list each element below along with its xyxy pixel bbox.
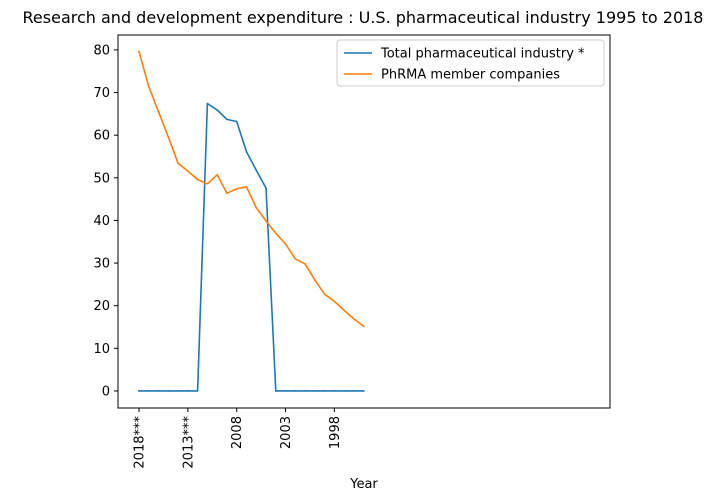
y-tick-label: 70 [93,86,110,101]
data-point [333,300,336,303]
data-point [216,109,218,111]
y-tick-label: 60 [93,129,110,144]
data-point [148,85,150,88]
data-point [265,187,267,189]
data-point [304,263,306,265]
data-point [148,390,150,392]
data-point [187,170,189,172]
data-point [343,390,346,392]
data-point [294,258,297,260]
series-2 [138,50,365,328]
data-point [275,232,277,234]
data-point [304,390,306,392]
data-point [167,136,170,138]
data-point [138,50,140,53]
data-point [157,110,160,113]
data-point [206,102,209,105]
data-point [226,192,228,194]
data-point [255,206,257,209]
y-tick-label: 40 [93,214,110,229]
series-line [138,102,365,392]
data-point [284,243,287,245]
x-tick-label: 1998 [328,416,343,449]
data-point [226,118,228,121]
data-point [245,186,248,188]
data-point [353,390,355,392]
data-point [177,162,179,165]
data-point [245,151,248,153]
y-tick-label: 50 [93,171,110,186]
x-axis-title: Year [349,477,378,492]
data-point [235,188,238,190]
data-point [167,390,170,392]
series-1 [138,102,365,392]
y-axis: 0 10 20 30 40 50 60 70 80 [93,43,118,399]
data-point [187,390,189,392]
x-axis: 2018*** 2013*** 2008 2003 1998 [133,408,343,469]
data-point [206,183,209,185]
data-point [333,390,336,392]
data-point [177,390,179,392]
data-point [275,390,277,392]
plot-frame [117,34,611,409]
data-point [323,390,326,392]
series-layer [138,50,365,392]
y-tick-label: 10 [93,342,110,357]
x-tick-label: 2008 [230,416,245,449]
legend: Total pharmaceutical industry * PhRMA mem… [336,39,605,87]
plot-border [117,34,611,409]
y-tick-label: 20 [93,299,110,314]
legend-box [336,39,605,87]
x-tick-label: 2018*** [133,416,148,469]
data-point [323,293,326,296]
data-point [362,390,365,392]
data-point [196,390,199,392]
legend-entry: PhRMA member companies [381,68,560,83]
y-tick-label: 30 [93,257,110,272]
data-point [294,390,297,392]
data-point [196,178,199,181]
data-point [255,169,257,171]
data-point [343,309,346,312]
x-tick-label: 2013*** [181,416,196,469]
data-point [138,390,140,392]
data-point [157,390,160,392]
data-point [216,174,218,176]
x-tick-label: 2003 [279,416,294,449]
data-point [265,220,267,222]
data-point [314,390,316,392]
data-point [284,390,287,392]
data-point [353,318,355,320]
y-tick-label: 0 [102,384,110,399]
legend-entry: Total pharmaceutical industry * [380,47,585,62]
data-point [362,325,365,328]
data-point [314,279,316,281]
y-tick-label: 80 [93,43,110,58]
chart-title: Research and development expenditure : U… [22,8,704,27]
data-point [235,120,238,123]
series-line [138,50,365,328]
